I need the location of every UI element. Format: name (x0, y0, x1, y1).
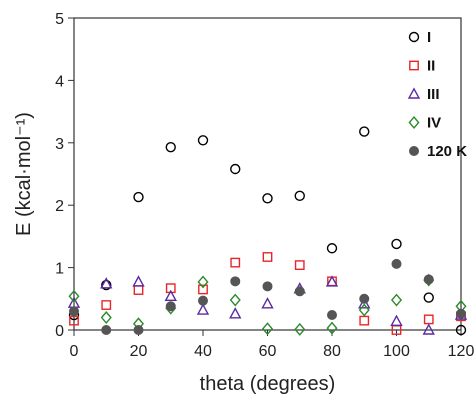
x-tick-label: 120 (448, 343, 474, 360)
data-point (327, 310, 337, 321)
data-point (196, 303, 210, 315)
data-point (422, 323, 435, 335)
x-tick-label: 40 (194, 343, 212, 360)
data-point (261, 322, 274, 336)
series-2 (69, 252, 466, 335)
data-point (133, 191, 144, 203)
data-point (100, 311, 112, 324)
data-point (165, 301, 176, 312)
data-point (423, 274, 434, 285)
data-point (423, 314, 434, 325)
data-point (325, 275, 339, 287)
data-point (262, 281, 273, 292)
data-point (69, 306, 79, 317)
legend-marker (409, 60, 419, 71)
series-5 (69, 258, 466, 335)
x-tick-label: 80 (323, 343, 341, 360)
x-axis-title: theta (degrees) (200, 373, 336, 395)
data-point (165, 141, 176, 153)
data-point (391, 238, 402, 250)
data-point (359, 293, 370, 304)
data-point (262, 252, 273, 262)
data-point (390, 314, 403, 326)
data-point (294, 322, 306, 336)
data-point (326, 321, 338, 335)
data-point (229, 293, 241, 307)
series-1 (68, 126, 467, 336)
data-point (164, 289, 177, 302)
data-point (391, 258, 402, 269)
legend-label: IV (427, 115, 441, 132)
legend-marker (408, 31, 420, 43)
y-axis-title: E (kcal·mol⁻¹) (13, 112, 35, 236)
axes: 0 20 40 60 80 100 120 0 1 2 3 4 5 (55, 11, 474, 360)
y-tick-label: 2 (55, 198, 64, 215)
data-point (69, 315, 79, 326)
data-point (455, 324, 467, 336)
x-tick-label: 100 (383, 343, 410, 360)
legend-label: II (427, 58, 435, 75)
data-point (198, 284, 208, 295)
data-point (132, 275, 145, 287)
y-tick-label: 1 (55, 261, 64, 278)
x-tick-label: 0 (70, 343, 79, 360)
data-point (359, 315, 370, 326)
data-point (294, 260, 305, 271)
data-point (358, 297, 371, 309)
data-point (390, 293, 403, 307)
y-tick-label: 5 (55, 11, 64, 28)
data-point (100, 277, 113, 289)
data-point (230, 276, 241, 287)
y-tick-label: 3 (55, 136, 64, 153)
data-point (198, 295, 208, 306)
x-tick-label: 20 (130, 343, 148, 360)
data-point (326, 243, 338, 254)
data-point (262, 193, 273, 204)
legend-label: I (427, 29, 431, 46)
data-point (359, 126, 370, 137)
data-point (358, 303, 370, 317)
data-point (197, 275, 209, 289)
data-marks (67, 126, 468, 336)
data-point (230, 163, 241, 175)
data-point (294, 190, 305, 202)
legend-label: III (427, 86, 440, 103)
legend-marker (409, 146, 419, 156)
data-point (423, 292, 434, 303)
data-point (101, 300, 112, 310)
legend-marker (407, 87, 421, 99)
data-point (68, 289, 80, 303)
data-point (230, 257, 241, 268)
data-point (294, 286, 305, 297)
data-point (101, 325, 112, 335)
data-point (197, 135, 209, 146)
y-tick-label: 0 (55, 323, 64, 340)
data-point (101, 279, 112, 291)
data-point (229, 307, 242, 319)
y-tick-label: 4 (55, 73, 64, 90)
data-point (133, 325, 144, 335)
data-point (261, 297, 274, 309)
legend-label: 120 K (427, 143, 467, 160)
data-point (456, 308, 466, 319)
data-point (133, 285, 144, 295)
x-tick-label: 60 (259, 343, 277, 360)
legend-marker (408, 116, 420, 129)
